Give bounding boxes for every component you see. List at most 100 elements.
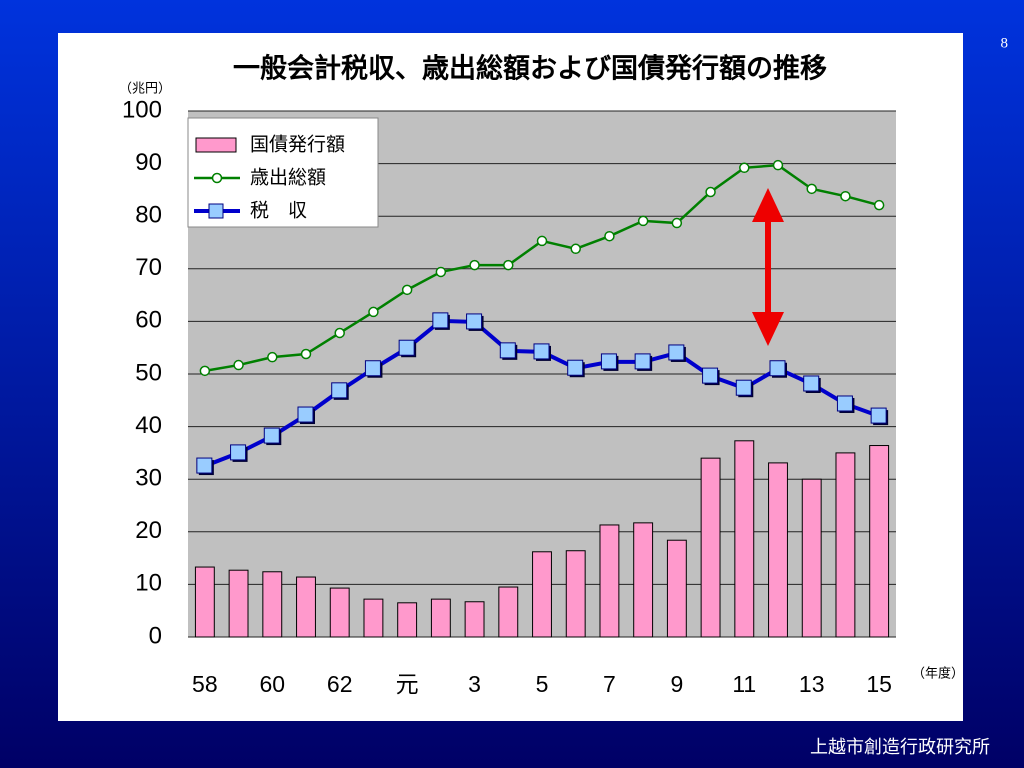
marker — [435, 266, 447, 278]
bar — [329, 587, 350, 638]
marker — [267, 351, 278, 363]
bar — [666, 539, 687, 638]
x-tick-label: 15 — [866, 671, 892, 697]
marker — [469, 259, 480, 271]
marker — [840, 190, 851, 202]
bar — [397, 602, 418, 638]
y-tick-label: 90 — [135, 149, 162, 176]
x-tick-label: 元 — [396, 671, 419, 697]
y-tick-label: 0 — [149, 622, 162, 649]
marker — [401, 284, 413, 296]
marker — [702, 367, 719, 384]
marker — [233, 359, 244, 371]
marker — [230, 444, 247, 461]
y-tick-label: 100 — [122, 96, 162, 123]
annotation-arrow — [752, 188, 784, 346]
marker — [297, 406, 314, 423]
legend-label: 税 収 — [250, 200, 307, 222]
marker — [567, 359, 584, 376]
bar — [565, 550, 586, 638]
bar — [869, 445, 890, 638]
y-tick-label: 80 — [135, 202, 162, 229]
marker — [634, 353, 651, 370]
marker — [769, 360, 786, 377]
marker — [368, 306, 379, 318]
marker — [870, 407, 887, 424]
marker — [334, 327, 345, 339]
y-tick-label: 10 — [135, 570, 162, 597]
bar — [532, 551, 552, 638]
bar — [228, 569, 249, 638]
legend-swatch — [208, 203, 224, 219]
y-tick-label: 40 — [135, 412, 162, 439]
bar — [768, 462, 788, 638]
marker — [398, 339, 415, 356]
x-tick-label: 58 — [192, 671, 218, 697]
marker — [503, 259, 514, 271]
bar — [734, 440, 755, 638]
marker — [637, 215, 649, 227]
x-tick-label: 3 — [468, 671, 481, 697]
chart-title: 一般会計税収、歳出総額および国債発行額の推移 — [233, 53, 827, 85]
marker — [300, 348, 312, 360]
page-number: 8 — [1001, 35, 1009, 51]
x-tick-label: 11 — [732, 671, 756, 697]
x-tick-label: 62 — [327, 671, 353, 697]
marker — [199, 365, 211, 377]
bar — [363, 598, 384, 638]
x-tick-label: 7 — [603, 671, 616, 697]
bar — [296, 576, 316, 638]
legend-swatch — [195, 137, 237, 153]
legend-label: 国債発行額 — [250, 134, 345, 156]
y-tick-label: 70 — [135, 254, 162, 281]
bar — [633, 522, 654, 638]
marker — [735, 379, 752, 396]
marker — [432, 312, 449, 329]
x-tick-label: 60 — [259, 671, 285, 697]
marker — [705, 186, 716, 198]
y-tick-label: 30 — [135, 465, 162, 492]
marker — [196, 457, 213, 474]
marker — [803, 375, 820, 392]
x-tick-label: 9 — [670, 671, 683, 697]
x-unit: （年度） — [912, 666, 964, 682]
legend-swatch — [211, 172, 223, 184]
marker — [739, 162, 750, 174]
marker — [536, 235, 548, 247]
bar — [498, 586, 519, 638]
x-tick-label: 5 — [536, 671, 549, 697]
marker — [533, 343, 550, 360]
bar — [430, 598, 451, 638]
footer: 上越市創造行政研究所 — [810, 737, 990, 758]
y-tick-label: 50 — [135, 359, 162, 386]
y-unit: （兆円） — [119, 82, 171, 97]
bar — [464, 601, 485, 638]
marker — [836, 395, 853, 412]
marker — [499, 342, 516, 359]
marker — [600, 353, 617, 370]
marker — [263, 427, 280, 444]
marker — [331, 382, 348, 399]
bar — [599, 524, 620, 638]
marker — [806, 183, 817, 195]
plot: 0 10 20 30 40 50 60 70 80 90 100 58 60 62 元 3 5 7 9 11 13 15 — [122, 96, 896, 697]
bar — [262, 571, 283, 638]
marker — [466, 313, 483, 330]
marker — [772, 159, 784, 171]
marker — [570, 243, 581, 255]
marker — [604, 230, 615, 242]
bar — [801, 478, 822, 638]
y-tick-label: 60 — [135, 307, 162, 334]
marker — [364, 360, 381, 377]
bar — [835, 452, 856, 638]
bar — [700, 457, 721, 638]
legend-label: 歳出総額 — [250, 167, 326, 189]
marker — [873, 199, 885, 211]
bar — [194, 566, 215, 638]
marker — [671, 217, 683, 229]
marker — [668, 344, 685, 361]
y-tick-label: 20 — [135, 517, 162, 544]
